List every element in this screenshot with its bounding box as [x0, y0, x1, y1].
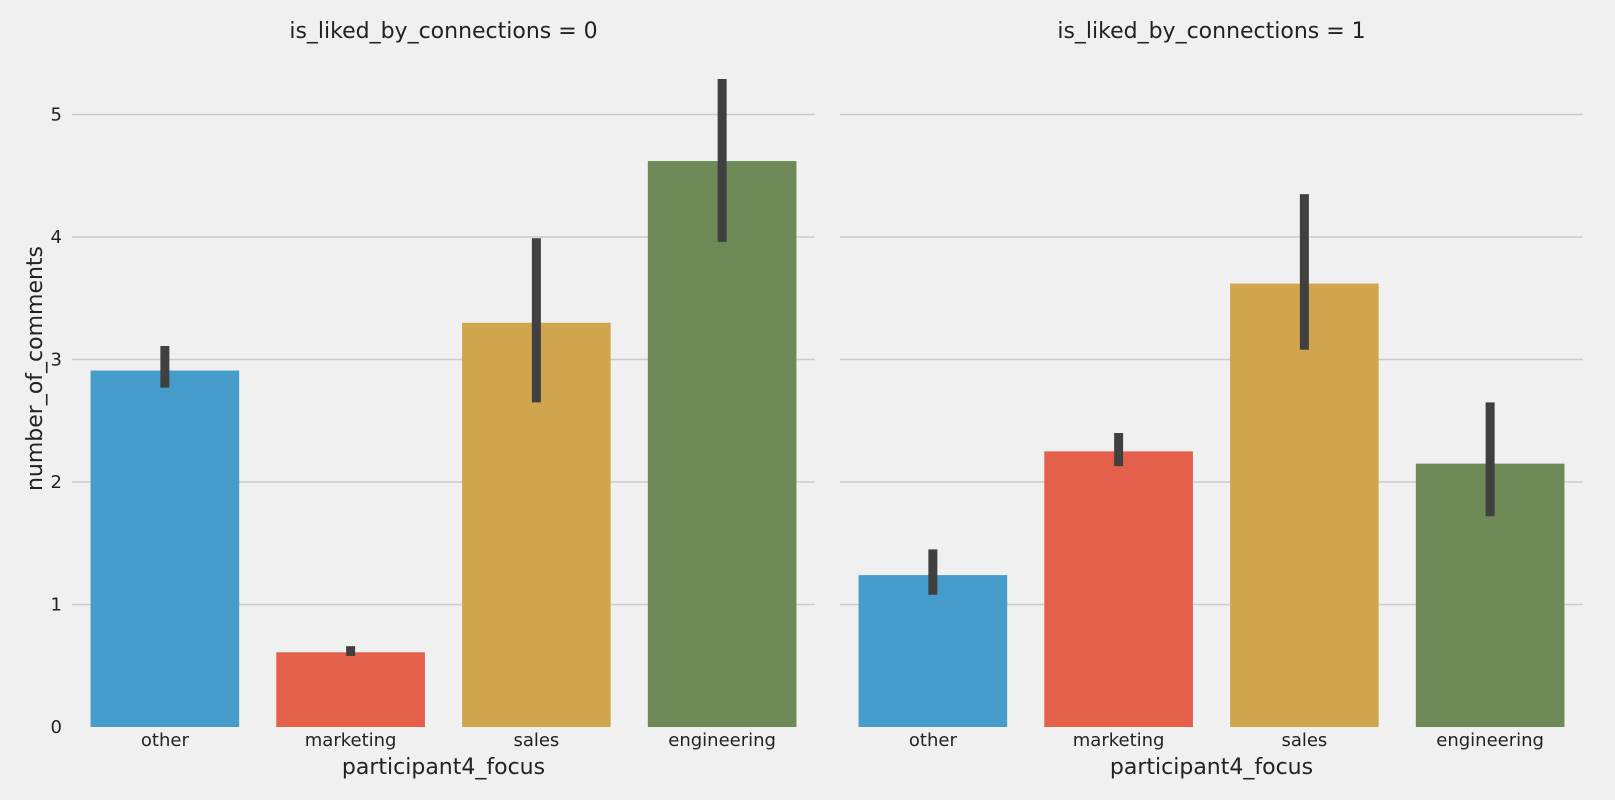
y-tick-label: 0	[51, 717, 62, 738]
x-tick-label: engineering	[1436, 730, 1544, 751]
panel-title: is_liked_by_connections = 0	[289, 19, 597, 44]
y-tick-label: 3	[51, 350, 62, 371]
y-tick-label: 5	[51, 105, 62, 126]
y-tick-label: 4	[51, 227, 62, 248]
x-axis-label: participant4_focus	[342, 755, 545, 780]
bar-sales	[1230, 283, 1379, 727]
bar-marketing	[276, 652, 425, 727]
bar-marketing	[1044, 451, 1193, 727]
x-tick-label: engineering	[668, 730, 776, 751]
x-tick-label: other	[909, 730, 958, 751]
x-tick-label: marketing	[1073, 730, 1165, 751]
x-tick-label: sales	[513, 730, 559, 751]
x-tick-label: other	[141, 730, 190, 751]
y-axis-label: number_of_comments	[23, 246, 48, 491]
x-tick-label: marketing	[305, 730, 397, 751]
bar-other	[858, 575, 1008, 727]
bar-engineering	[647, 161, 797, 728]
bar-other	[90, 370, 240, 727]
x-axis-label: participant4_focus	[1110, 755, 1313, 780]
y-tick-label: 1	[51, 595, 62, 616]
y-tick-label: 2	[51, 472, 62, 493]
panel-title: is_liked_by_connections = 1	[1057, 19, 1365, 44]
x-tick-label: sales	[1281, 730, 1327, 751]
